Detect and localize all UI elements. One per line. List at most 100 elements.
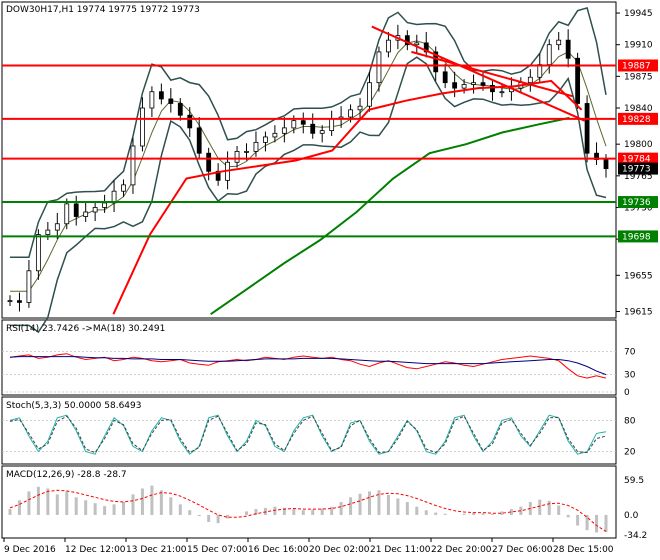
bollinger-upper-line [10,6,607,258]
x-tick-label: 16 Dec 16:00 [248,545,309,555]
candle-body [177,103,183,116]
stoch-panel[interactable] [1,396,617,465]
x-tick-label: 12 Dec 12:00 [65,545,126,555]
price-tick-label: 19800 [624,140,653,150]
trendline [371,25,586,122]
candle-body [386,39,391,53]
candle-body [281,127,287,134]
candle-body [527,76,533,84]
candle-body [206,152,212,172]
macd-tick-label: 59.5 [624,476,644,486]
indicator-series-line [9,356,607,376]
price-tick-label: 19655 [624,271,653,281]
candle-body [442,71,448,84]
x-tick-label: 27 Dec 06:00 [492,545,553,555]
current-price-badge [618,162,658,175]
price-level-label: 19887 [622,61,651,71]
candle-body [121,184,126,192]
price-plot [2,6,616,334]
macd-signal-line [9,489,607,532]
candle-body [35,234,41,272]
candle-body [196,127,202,154]
candle-body [423,42,429,53]
candle-body [244,151,249,153]
candle-body [414,42,420,46]
indicator-series-line [9,415,607,454]
x-tick-label: 13 Dec 21:00 [126,545,187,555]
candle-body [546,44,552,65]
price-tick-label: 19875 [624,72,653,82]
candle-body [263,136,268,143]
candle-body [272,132,278,138]
candle-body [83,211,89,217]
candle-body [565,39,571,59]
moving-average-line [10,40,607,292]
candle-body [376,51,382,84]
price-level-label: 19736 [622,198,651,208]
candle-body [556,39,562,46]
trendline [411,50,573,98]
price-level-label: 19828 [622,115,651,125]
candle-body [187,114,193,129]
candle-body [329,118,335,132]
candle-body [234,151,240,163]
candle-body [603,159,609,169]
macd-plot [8,485,608,533]
green-moving-average-line [210,116,570,316]
indicator-tick-label: 80 [624,416,636,426]
candle-body [357,105,363,111]
candle-body [490,84,495,93]
candle-body [7,300,13,303]
price-level-badge [618,112,658,125]
indicator-tick-label: 0 [624,388,630,398]
candle-body [73,203,79,217]
candle-body [367,82,372,107]
indicator-tick-label: 30 [624,371,636,381]
x-tick-label: 15 Dec 07:00 [187,545,248,555]
price-level-badge [618,196,658,209]
price-title: DOW30H17,H1 19774 19775 19772 19773 [6,5,200,15]
price-tick-label: 19910 [624,41,653,51]
price-panel[interactable] [1,1,617,319]
candle-body [300,120,306,125]
candle-body [584,103,590,154]
candle-body [140,107,145,147]
macd-tick-label: 0.0 [624,511,639,521]
indicator-series-line [9,414,607,455]
x-tick-label: 28 Dec 15:00 [553,545,614,555]
candle-body [168,98,174,104]
candle-body [26,270,32,303]
candle-body [461,84,467,89]
candle-body [291,120,297,129]
candle-body [452,82,458,89]
current-price-label: 19773 [622,165,651,175]
price-tick-label: 19615 [624,307,653,317]
stoch-plot [9,414,607,455]
x-tick-label: 20 Dec 02:00 [309,545,370,555]
candle-body [92,207,98,213]
price-tick-label: 19730 [624,203,653,213]
candle-body [471,82,476,85]
x-tick-label: 21 Dec 11:00 [370,545,431,555]
candle-body [17,300,22,303]
indicator-series-line [9,353,607,379]
bollinger-lower-line [10,56,607,334]
candle-body [575,57,581,104]
rsi-plot [9,353,607,379]
candle-body [404,35,410,46]
price-level-label: 19698 [622,232,651,242]
price-level-badge [618,230,658,243]
x-tick-label: 9 Dec 2016 [4,545,56,555]
price-tick-label: 19945 [624,9,653,19]
price-tick-label: 19765 [624,172,653,182]
candle-body [102,202,108,208]
price-level-label: 19784 [622,155,651,165]
price-level-badge [618,152,658,165]
candle-body [54,223,60,231]
candle-body [319,130,325,134]
candle-body [253,141,259,152]
macd-panel[interactable] [1,465,617,539]
indicator-tick-label: 20 [624,448,636,458]
candle-body [64,203,70,225]
